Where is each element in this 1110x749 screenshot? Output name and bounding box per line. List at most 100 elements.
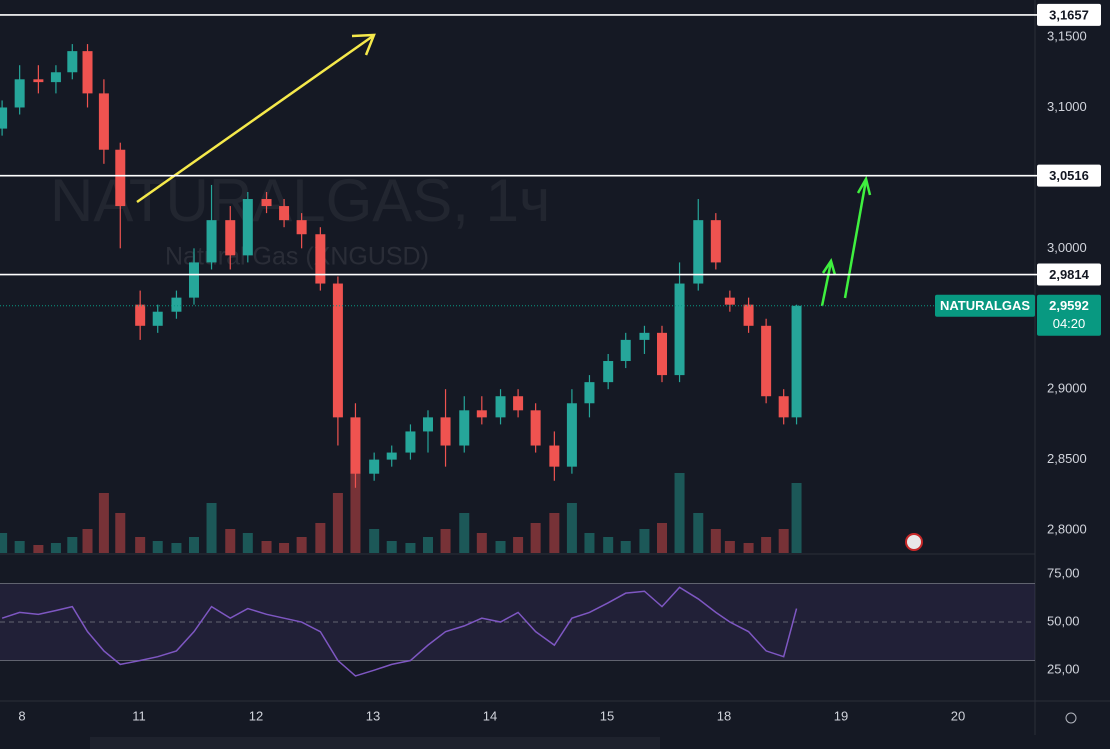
level-label: 2,9814 [1049,267,1090,282]
level-label-box [1037,164,1101,187]
candle-body [386,452,397,460]
candle-body [50,72,61,83]
settings-icon[interactable] [1065,712,1077,724]
x-tick-label: 14 [483,708,497,723]
rsi-tick-label: 50,00 [1047,613,1080,628]
candle-body [639,332,650,340]
x-tick-label: 8 [18,708,25,723]
volume-bar [639,529,650,553]
volume-bar [82,529,93,553]
volume-bar [369,529,380,553]
x-tick-label: 12 [249,708,263,723]
volume-bar [566,503,577,553]
candle-body [188,262,199,298]
volume-bar [495,541,506,553]
candle-body [656,332,667,376]
candle-body [405,431,416,453]
volume-bar [188,537,199,553]
x-tick-label: 11 [132,708,146,723]
candle-body [369,459,380,474]
candle-body [791,305,802,418]
volume-bar [350,473,361,553]
candle-body [674,283,685,376]
candle-body [242,199,253,256]
level-label: 3,0516 [1049,168,1089,183]
x-tick-label: 13 [366,708,380,723]
volume-bar [386,541,397,553]
volume-bar [261,541,272,553]
candle-body [513,396,524,411]
candle-body [261,199,272,207]
volume-bar [50,543,61,553]
volume-bar [620,541,631,553]
rsi-line [1,586,798,677]
candle-body [67,51,78,73]
rsi-tick-label: 25,00 [1047,662,1080,677]
volume-bar [115,513,126,553]
candle-body [14,79,25,108]
candle-body [422,417,433,432]
candle-body [135,304,146,326]
symbol-name: NATURALGAS [940,298,1030,313]
symbol-tag [935,294,1035,317]
candle-body [296,220,307,235]
y-tick-label: 3,1500 [1047,28,1087,43]
volume-bar [206,503,217,553]
volume-bar [724,541,735,553]
candle-body [33,79,44,83]
arrow-head [856,175,872,196]
candle-body [350,417,361,474]
candle-body [171,297,182,312]
volume-bar [242,533,253,553]
volume-bar [315,523,326,553]
candle-body [152,311,163,326]
candle-body [332,283,343,418]
volume-bar [33,545,44,553]
candle-body [724,297,735,305]
volume-bar [14,541,25,553]
event-flag[interactable] [905,533,923,551]
y-tick-label: 3,1000 [1047,99,1087,114]
level-label-box [1037,3,1101,26]
volume-bar [603,537,614,553]
toolbar [90,737,660,749]
volume-bar [98,493,109,553]
candle-body [584,382,595,404]
y-tick-label: 2,8500 [1047,451,1087,466]
volume-bar [422,537,433,553]
candle-body [603,361,614,383]
volume-bar [530,523,541,553]
volume-bar [0,533,8,553]
candle-body [743,304,754,326]
y-tick-label: 2,8000 [1047,521,1087,536]
candle-body [476,410,487,418]
candle-body [459,410,470,446]
candle-body [530,410,541,446]
x-tick-label: 19 [834,708,848,723]
x-tick-label: 20 [951,708,965,723]
candle-body [495,396,506,418]
watermark-subtitle: Natural Gas (XNGUSD) [165,243,429,271]
x-tick-label: 18 [717,708,731,723]
volume-bar [332,493,343,553]
arrow-head [351,33,376,56]
volume-bar [225,529,236,553]
volume-bar [693,513,704,553]
volume-bar [656,523,667,553]
volume-bar [710,529,721,553]
countdown: 04:20 [1053,316,1086,331]
y-tick-label: 2,9000 [1047,381,1087,396]
plot [0,44,1035,677]
volume-bar [549,513,560,553]
candle-body [82,51,93,94]
volume-bar [761,537,772,553]
volume-bar [152,541,163,553]
volume-bar [743,543,754,553]
candle-body [440,417,451,446]
candle-body [549,445,560,467]
volume-bar [67,537,78,553]
level-label: 3,1657 [1049,7,1089,22]
volume-bar [791,483,802,553]
